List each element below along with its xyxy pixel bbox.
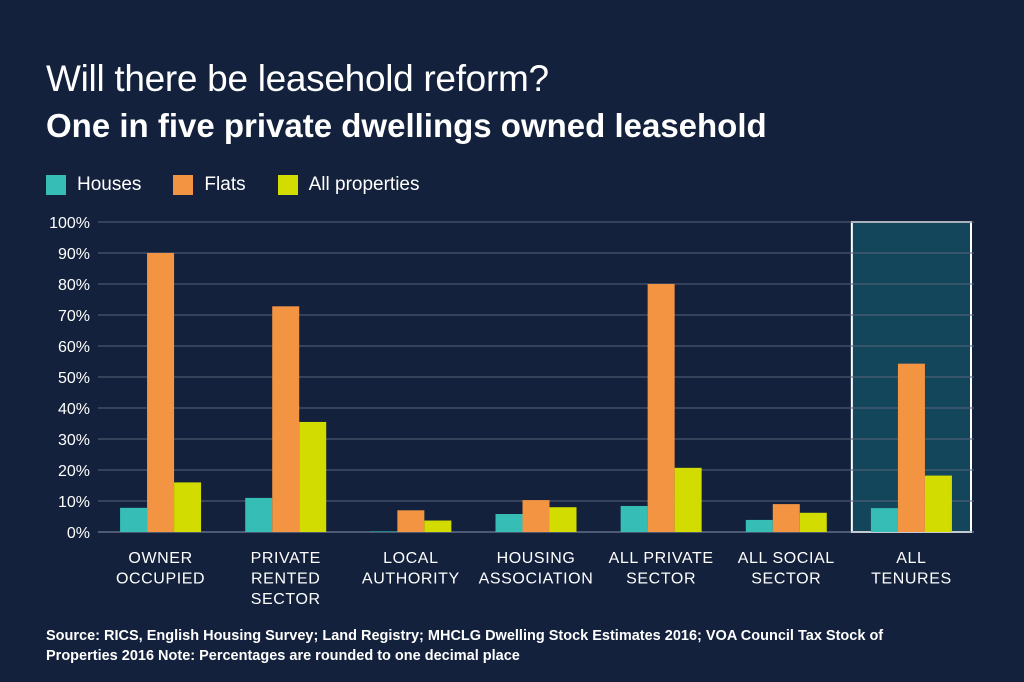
x-category-label: ASSOCIATION bbox=[479, 571, 594, 588]
bar-houses bbox=[495, 514, 523, 532]
x-category-label: SECTOR bbox=[751, 571, 821, 588]
bar-all-properties bbox=[424, 520, 452, 532]
bar-houses bbox=[370, 531, 398, 532]
legend-item-all-properties: All properties bbox=[277, 174, 420, 196]
bar-houses bbox=[245, 497, 273, 532]
bar-flats bbox=[397, 510, 425, 532]
y-tick-label: 90% bbox=[58, 246, 90, 263]
legend: Houses Flats All properties bbox=[46, 174, 452, 196]
bar-flats bbox=[272, 306, 300, 532]
bar-all-properties bbox=[799, 512, 827, 532]
x-category-label: ALL bbox=[896, 550, 926, 567]
bar-flats bbox=[772, 504, 800, 532]
y-tick-label: 80% bbox=[58, 277, 90, 294]
x-category-label: AUTHORITY bbox=[362, 571, 460, 588]
legend-swatch-flats bbox=[173, 175, 194, 195]
bar-flats bbox=[522, 500, 550, 532]
x-category-label: PRIVATE bbox=[251, 550, 321, 567]
y-tick-label: 0% bbox=[67, 525, 90, 542]
bar-houses bbox=[870, 508, 898, 532]
x-category-label: HOUSING bbox=[497, 550, 576, 567]
bar-all-properties bbox=[299, 421, 327, 532]
bar-all-properties bbox=[674, 467, 702, 532]
bar-flats bbox=[897, 363, 925, 532]
legend-item-flats: Flats bbox=[173, 174, 246, 196]
bar-houses bbox=[620, 505, 648, 532]
bar-all-properties bbox=[174, 482, 202, 532]
bar-flats bbox=[147, 253, 175, 532]
x-category-label: ALL PRIVATE bbox=[609, 550, 714, 567]
bar-flats bbox=[647, 284, 675, 532]
y-tick-label: 50% bbox=[58, 370, 90, 387]
legend-item-houses: Houses bbox=[46, 174, 141, 196]
bar-all-properties bbox=[549, 507, 577, 532]
x-category-label: LOCAL bbox=[383, 550, 438, 567]
legend-label-houses: Houses bbox=[77, 174, 142, 195]
legend-swatch-houses bbox=[46, 175, 66, 195]
legend-label-all-properties: All properties bbox=[308, 174, 420, 195]
x-category-label: ALL SOCIAL bbox=[738, 550, 835, 567]
x-category-label: OCCUPIED bbox=[116, 571, 205, 588]
y-tick-label: 30% bbox=[58, 432, 90, 449]
chart-title: Will there be leasehold reform? bbox=[46, 58, 549, 99]
y-tick-label: 10% bbox=[58, 494, 90, 511]
source-note: Source: RICS, English Housing Survey; La… bbox=[46, 628, 884, 664]
x-category-label: SECTOR bbox=[626, 571, 696, 588]
legend-swatch-all-properties bbox=[277, 175, 298, 195]
bar-houses bbox=[120, 507, 148, 532]
x-category-label: OWNER bbox=[128, 550, 192, 567]
x-category-label: TENURES bbox=[871, 571, 952, 588]
y-tick-label: 40% bbox=[58, 401, 90, 418]
y-tick-label: 60% bbox=[58, 339, 90, 356]
y-tick-label: 100% bbox=[49, 215, 90, 232]
x-category-label: SECTOR bbox=[251, 591, 321, 608]
legend-label-flats: Flats bbox=[204, 174, 246, 195]
y-tick-label: 70% bbox=[58, 308, 90, 325]
x-category-label: RENTED bbox=[251, 571, 320, 588]
bar-houses bbox=[745, 519, 773, 532]
chart-subtitle: One in five private dwellings owned leas… bbox=[46, 107, 767, 144]
bar-all-properties bbox=[924, 475, 952, 532]
y-tick-label: 20% bbox=[58, 463, 90, 480]
